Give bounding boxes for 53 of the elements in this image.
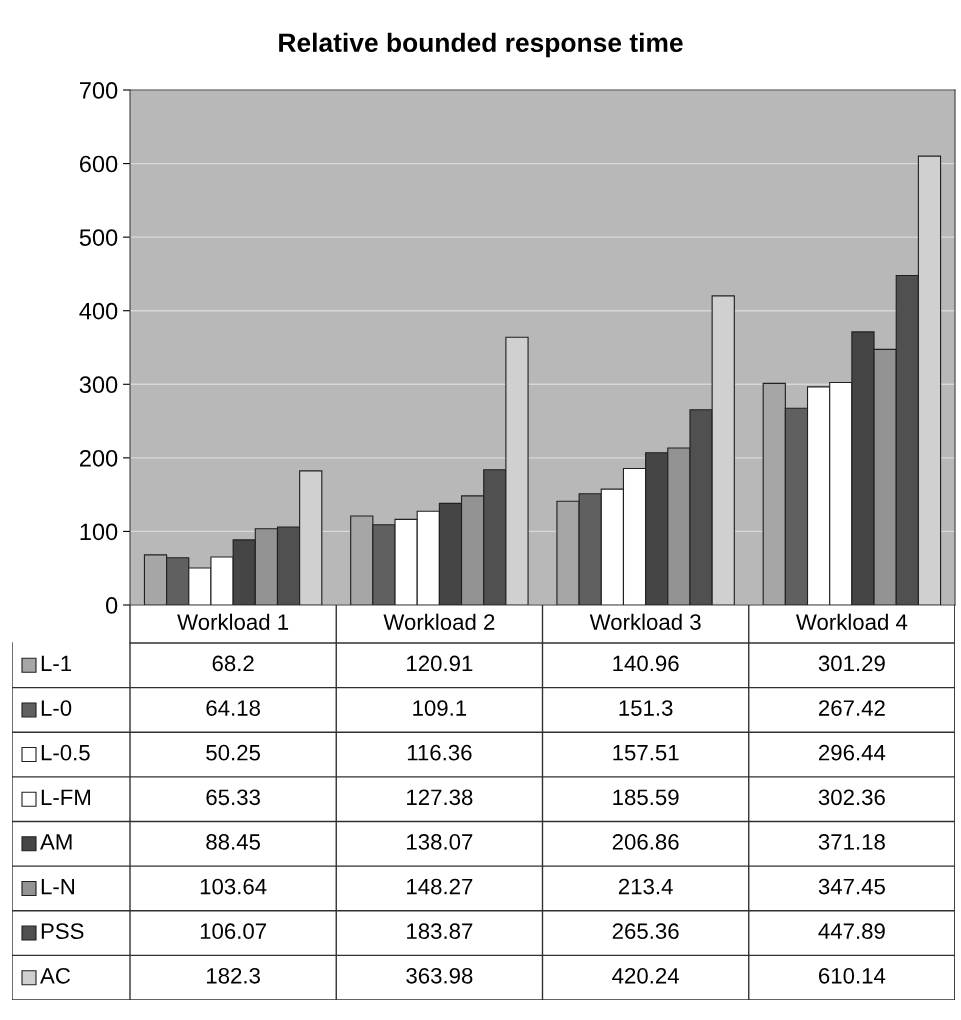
y-tick-label: 500: [79, 229, 118, 246]
data-label: 151.3: [619, 700, 673, 716]
y-tick-label: 600: [80, 155, 118, 173]
data-label: 265.36: [612, 923, 679, 940]
data-label: 185.59: [613, 789, 679, 806]
data-label: 371.18: [818, 834, 885, 850]
x-tick-label: Workload 4: [795, 613, 908, 630]
y-tick-label: 100: [80, 523, 118, 541]
chart-title: Relative bounded response time: [279, 32, 683, 58]
data-label: 68.2: [212, 655, 254, 672]
x-tick-label: Workload 2: [383, 613, 495, 630]
data-label: 347.45: [818, 878, 885, 895]
data-label: 88.45: [206, 834, 260, 850]
y-tick-label: 300: [79, 376, 118, 394]
legend-label: AM: [40, 834, 72, 850]
legend-label: PSS: [41, 923, 84, 940]
data-label: 50.25: [206, 744, 260, 761]
y-tick-label: 200: [79, 449, 118, 467]
x-tick-label: Workload 3: [589, 613, 701, 630]
y-tick-label: 700: [80, 82, 118, 99]
data-label: 302.36: [818, 789, 885, 806]
data-label: 267.42: [819, 700, 885, 716]
data-label: 447.89: [818, 923, 885, 940]
data-label: 138.07: [407, 834, 473, 850]
data-label: 120.91: [407, 655, 473, 672]
legend-label: L-N: [41, 878, 74, 895]
data-label: 127.38: [407, 789, 473, 806]
data-label: 64.18: [206, 700, 260, 716]
data-label: 140.96: [613, 655, 679, 672]
y-tick-label: 400: [79, 302, 118, 320]
data-label: 182.3: [207, 967, 260, 984]
x-tick-label: Workload 1: [177, 613, 289, 630]
data-label: 610.14: [819, 967, 886, 984]
data-label: 213.4: [618, 878, 673, 895]
data-label: 106.07: [200, 923, 266, 940]
y-tick-label: 0: [105, 597, 118, 614]
legend-label: L-0: [41, 700, 72, 716]
legend-label: L-FM: [41, 789, 91, 805]
data-label: 103.64: [200, 878, 267, 895]
legend-label: L-0.5: [41, 744, 90, 761]
data-label: 301.29: [818, 655, 885, 672]
data-label: 65.33: [206, 789, 260, 806]
legend-label: L-1: [41, 655, 72, 672]
data-label: 148.27: [407, 878, 473, 895]
data-label: 116.36: [407, 744, 472, 761]
data-label: 420.24: [612, 967, 679, 984]
legend-label: AC: [40, 967, 71, 984]
data-label: 363.98: [406, 967, 473, 984]
data-label: 157.51: [613, 745, 679, 761]
data-label: 109.1: [413, 700, 467, 716]
data-label: 206.86: [612, 834, 679, 850]
data-label: 183.87: [407, 923, 473, 940]
data-label: 296.44: [819, 744, 886, 761]
